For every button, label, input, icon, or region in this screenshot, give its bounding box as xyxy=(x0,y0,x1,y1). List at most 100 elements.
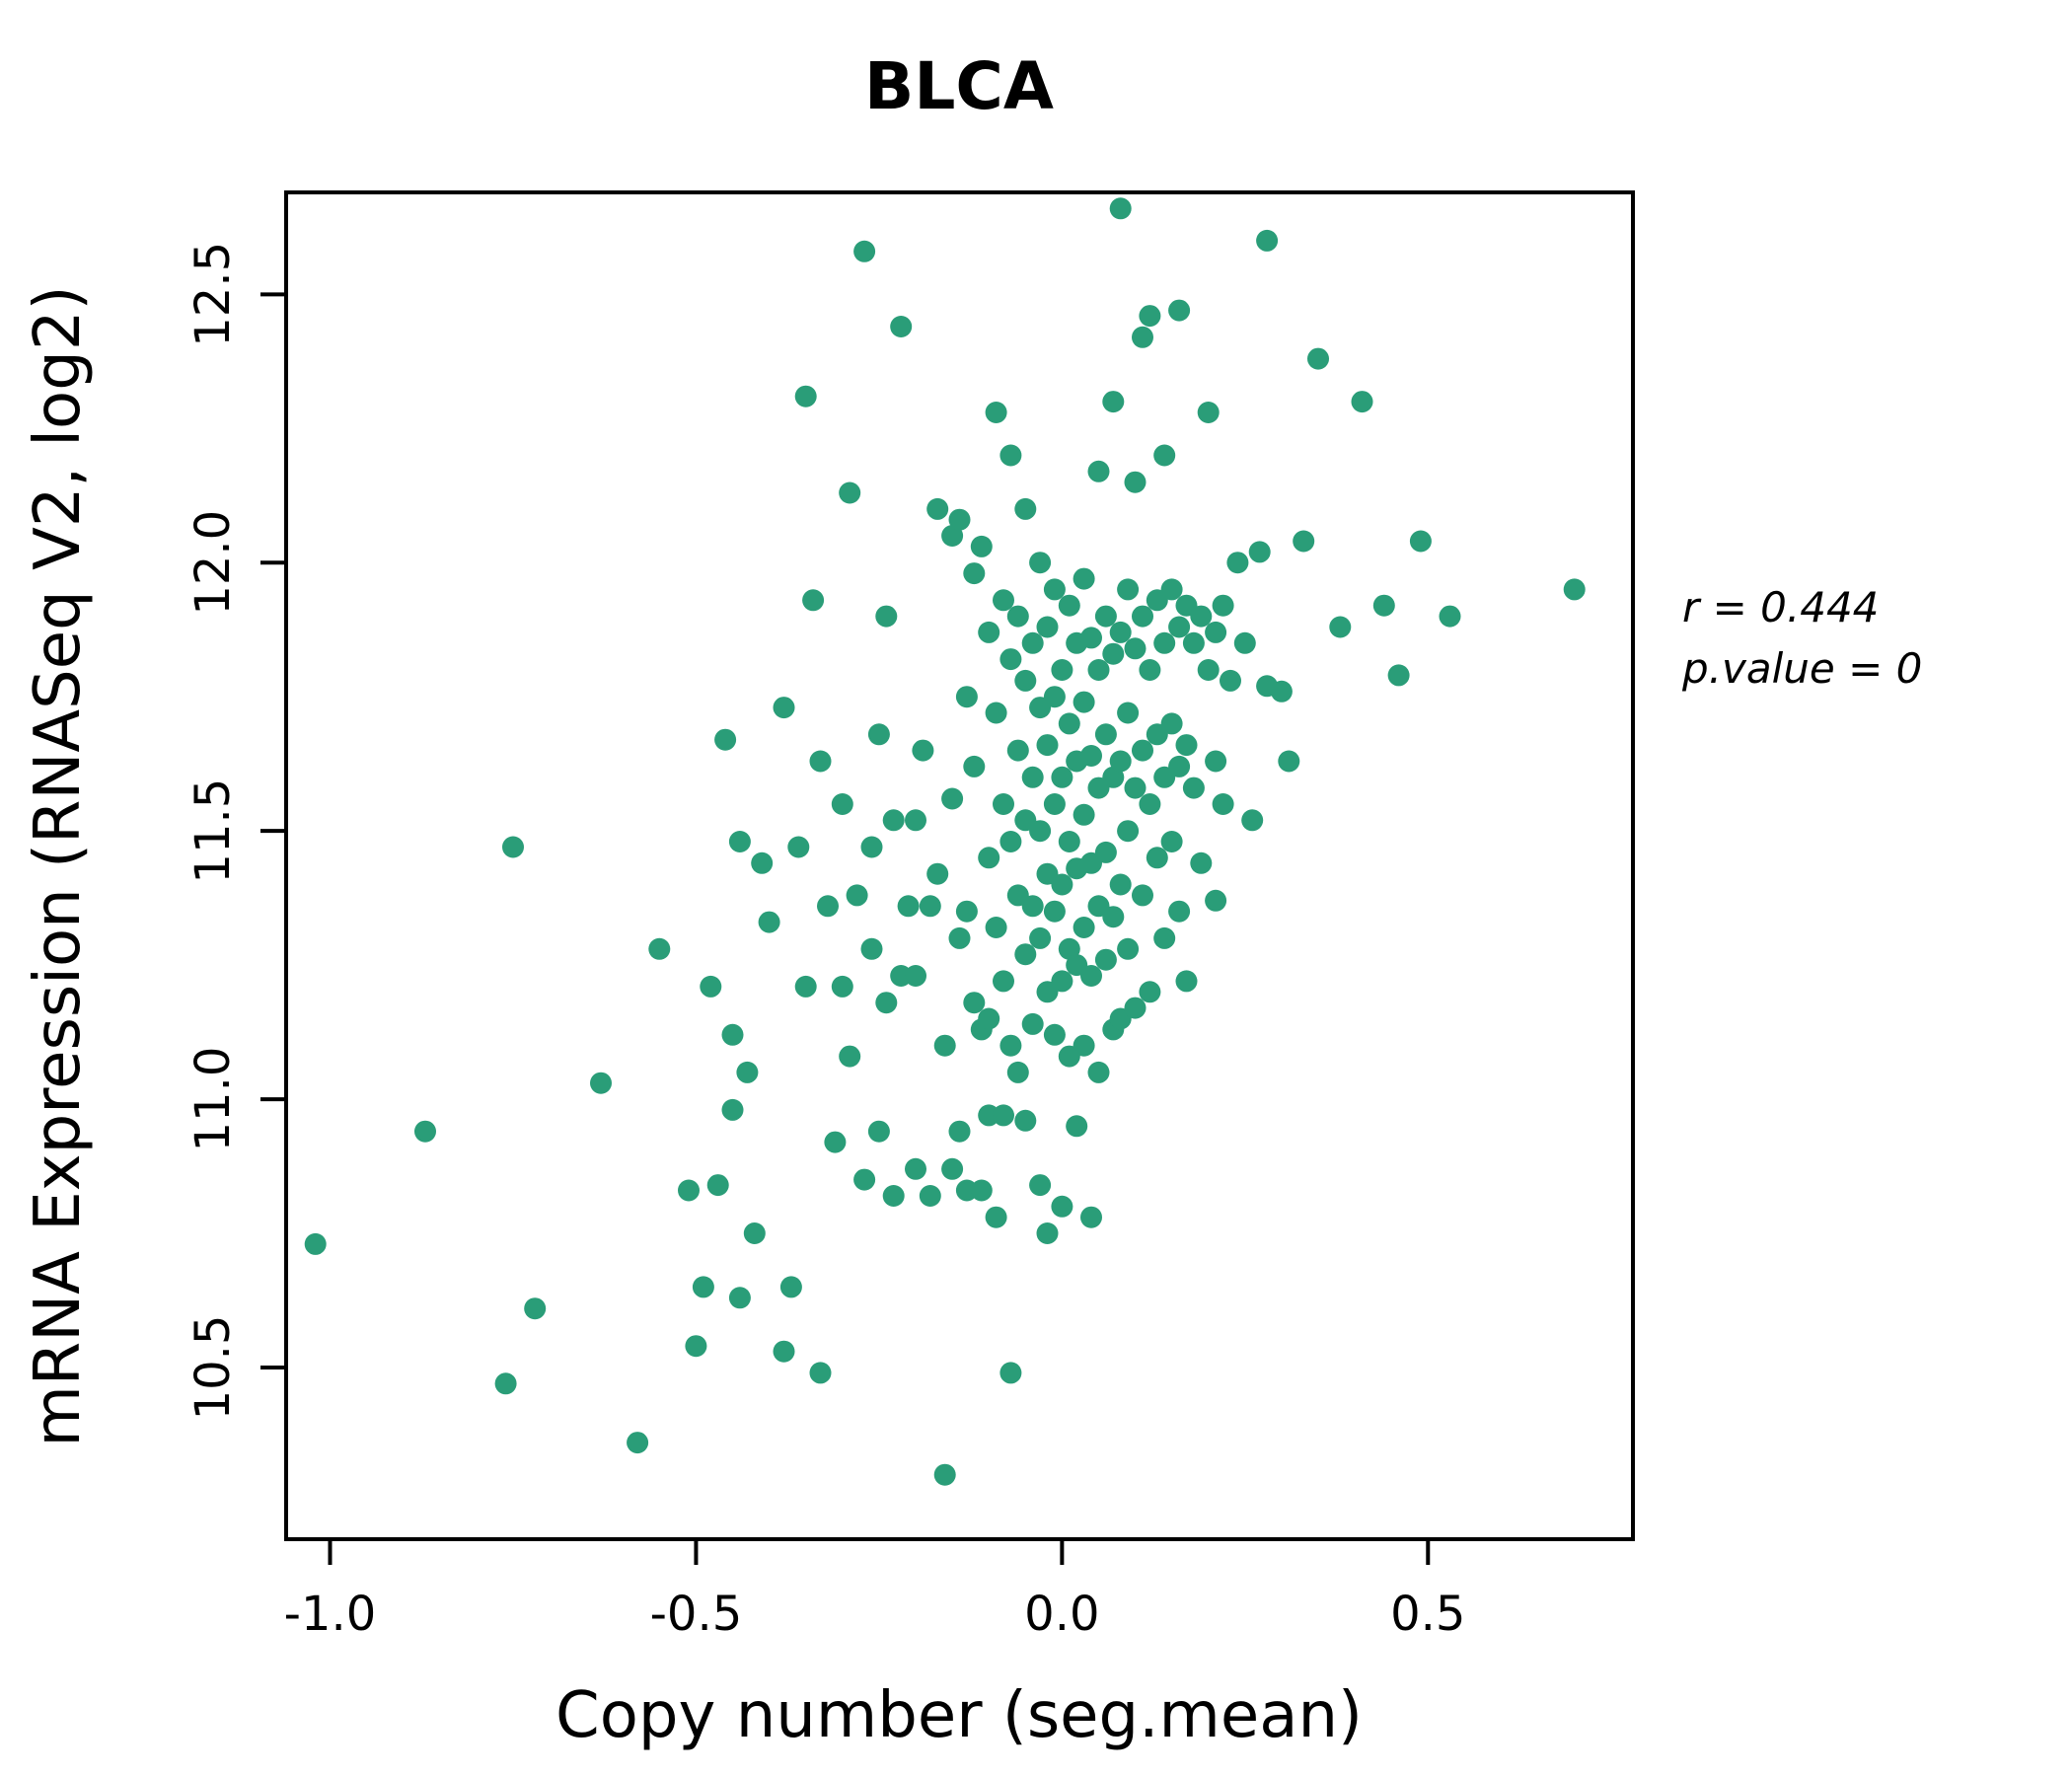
data-point xyxy=(1139,305,1161,328)
data-point xyxy=(1094,841,1117,863)
data-point xyxy=(1132,605,1153,628)
data-point xyxy=(1051,873,1073,896)
data-point xyxy=(1043,686,1066,708)
data-point xyxy=(1051,970,1073,993)
data-point xyxy=(1073,691,1095,713)
data-point xyxy=(993,970,1014,993)
data-point xyxy=(1278,750,1300,773)
data-point xyxy=(1043,900,1066,923)
data-point xyxy=(1109,873,1132,896)
data-point xyxy=(919,1185,941,1207)
data-point xyxy=(524,1297,547,1320)
data-point xyxy=(867,1120,890,1143)
data-point xyxy=(700,975,722,998)
data-point xyxy=(1021,1012,1044,1035)
data-point xyxy=(824,1131,847,1153)
data-point xyxy=(1270,680,1293,703)
data-point xyxy=(993,793,1014,815)
data-point xyxy=(1080,745,1102,767)
data-point xyxy=(1080,627,1102,649)
data-point xyxy=(1182,777,1205,799)
data-point xyxy=(648,937,671,960)
data-point xyxy=(1182,631,1205,654)
annotation-p-value: p.value = 0 xyxy=(1681,644,1922,693)
data-point xyxy=(1006,1061,1029,1083)
data-point xyxy=(1153,926,1176,949)
data-point xyxy=(948,926,971,949)
data-point xyxy=(1139,981,1161,1003)
data-point xyxy=(999,1362,1022,1384)
data-point xyxy=(809,750,832,773)
data-point xyxy=(1102,906,1125,928)
y-tick-label: 12.5 xyxy=(185,242,241,347)
data-point xyxy=(1087,659,1110,681)
data-point xyxy=(926,862,949,885)
data-point xyxy=(1197,659,1220,681)
data-point xyxy=(1109,750,1132,773)
data-point xyxy=(955,900,978,923)
data-point xyxy=(794,975,817,998)
data-point xyxy=(1080,965,1102,987)
data-point xyxy=(1205,889,1227,912)
data-point xyxy=(1153,444,1176,467)
data-point xyxy=(1029,926,1052,949)
data-point xyxy=(882,809,905,832)
data-point xyxy=(1117,820,1140,843)
data-point xyxy=(875,605,898,628)
data-point xyxy=(1102,642,1125,665)
data-point xyxy=(721,1023,744,1046)
data-point xyxy=(839,481,861,504)
data-point xyxy=(933,1463,956,1486)
data-point xyxy=(919,895,941,918)
data-point xyxy=(1439,605,1461,628)
annotation-r-value: r = 0.444 xyxy=(1682,583,1879,631)
data-point xyxy=(1132,739,1153,762)
chart-title: BLCA xyxy=(864,48,1054,124)
data-point xyxy=(758,911,780,933)
data-point xyxy=(1409,530,1432,553)
data-point xyxy=(304,1232,327,1255)
data-point xyxy=(905,1157,926,1180)
data-point xyxy=(993,1104,1014,1127)
data-point xyxy=(1043,1023,1066,1046)
data-point xyxy=(1066,1115,1088,1138)
data-point xyxy=(955,686,978,708)
data-point xyxy=(1226,552,1249,574)
data-point xyxy=(1109,621,1132,643)
data-point xyxy=(853,240,876,262)
data-point xyxy=(1124,777,1147,799)
data-point xyxy=(1058,712,1080,735)
data-point xyxy=(867,723,890,746)
data-point xyxy=(1087,460,1110,482)
data-point xyxy=(1256,229,1279,252)
data-point xyxy=(875,992,898,1014)
data-point xyxy=(985,1206,1007,1228)
data-point xyxy=(1248,541,1271,563)
data-point xyxy=(970,535,993,557)
data-point xyxy=(1036,734,1059,757)
data-point xyxy=(1124,997,1147,1019)
data-point xyxy=(802,589,825,612)
data-point xyxy=(1168,299,1191,322)
data-point xyxy=(794,385,817,407)
data-point xyxy=(948,1120,971,1143)
data-point xyxy=(1220,669,1241,692)
data-point xyxy=(1029,1174,1052,1197)
y-tick-label: 12.0 xyxy=(185,510,241,616)
data-point xyxy=(1029,820,1052,843)
data-point xyxy=(1212,594,1234,617)
y-tick-label: 10.5 xyxy=(185,1315,241,1421)
data-point xyxy=(905,965,926,987)
data-point xyxy=(817,895,839,918)
data-point xyxy=(1058,594,1080,617)
data-point xyxy=(1160,578,1183,601)
data-point xyxy=(999,1034,1022,1057)
data-point xyxy=(627,1432,649,1454)
data-point xyxy=(912,739,934,762)
data-point xyxy=(831,793,853,815)
data-point xyxy=(1014,669,1037,692)
data-point xyxy=(860,937,883,960)
data-point xyxy=(941,787,964,810)
data-point xyxy=(692,1276,714,1298)
